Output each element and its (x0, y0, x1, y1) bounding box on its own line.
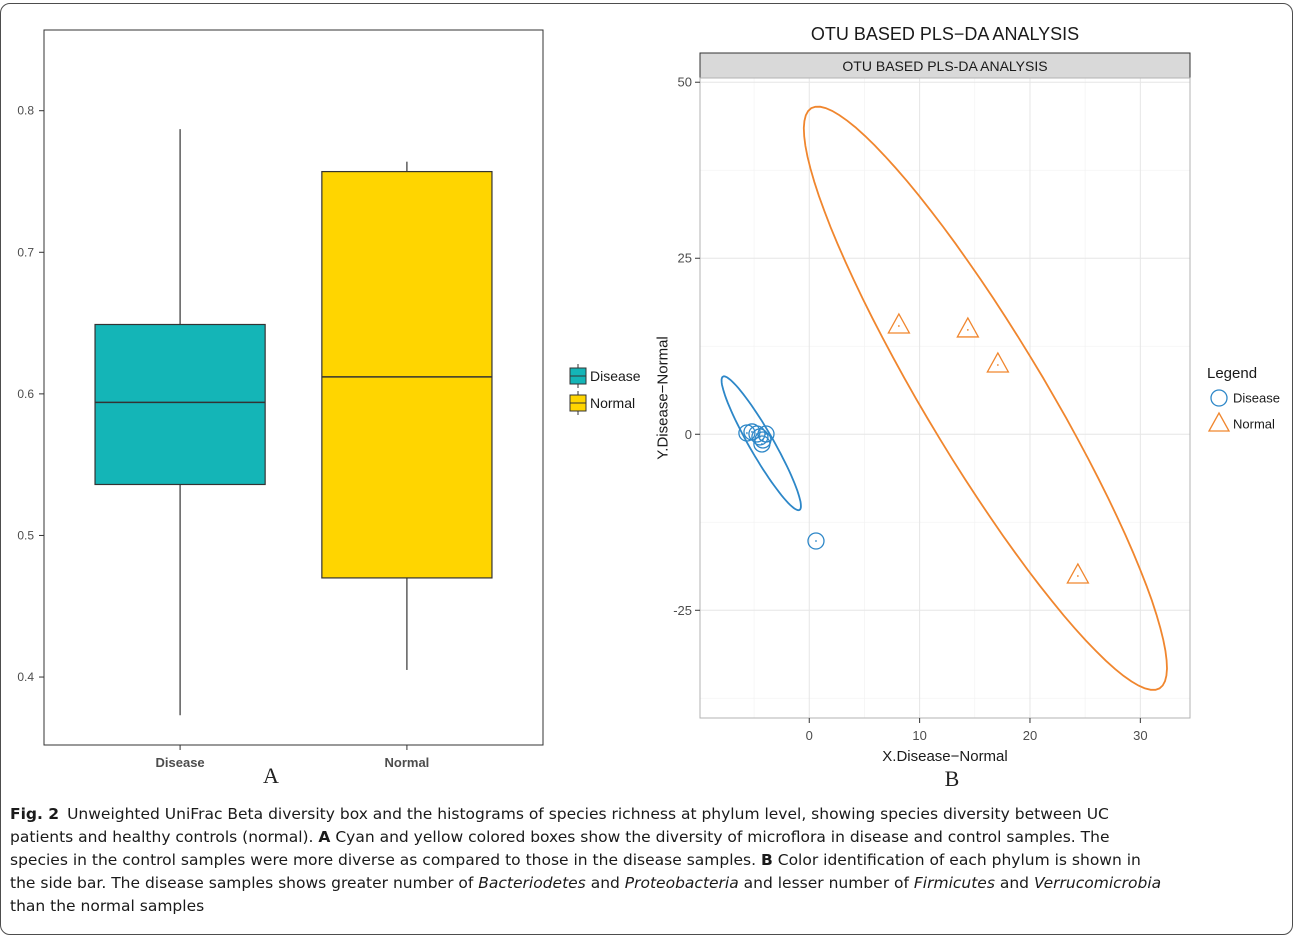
x-tick-label: Disease (156, 755, 205, 770)
legend-key-circle (1210, 389, 1228, 407)
chart-title: OTU BASED PLS−DA ANALYSIS (811, 24, 1079, 44)
data-point-center (761, 443, 763, 445)
y-axis-title: Y.Disease−Normal (655, 336, 672, 460)
data-point-center (996, 364, 999, 366)
caption-text: and (994, 874, 1034, 892)
data-point-center (751, 431, 753, 433)
data-point-center (762, 439, 764, 441)
y-tick-label: 25 (678, 251, 692, 266)
legend-b: Disease Normal (1207, 389, 1280, 432)
data-point-triangle (986, 351, 1010, 373)
legend-entry: Disease (1210, 389, 1280, 407)
caption-text: Color identification of each phylum is s… (772, 851, 1141, 869)
data-point-normal (1066, 562, 1090, 584)
data-point-center (897, 325, 900, 327)
figure-number-label: Fig. 2 (10, 805, 60, 823)
caption-line: patients and healthy controls (normal). … (10, 826, 1161, 849)
legend-entry: Normal (1207, 411, 1275, 432)
panel-a-boxplot: 0.4 0.5 0.6 0.7 0.8 Disease Normal Disease Norm… (17, 29, 641, 788)
data-point-triangle (887, 312, 911, 334)
legend-label: Disease (1233, 391, 1280, 406)
panel-b-scatter: OTU BASED PLS−DA ANALYSIS OTU BASED PLS-… (655, 24, 1280, 791)
y-tick-label: 50 (678, 75, 692, 90)
data-point-circle (757, 425, 775, 443)
caption-taxon-name: Firmicutes (913, 874, 995, 892)
grid-lines (700, 78, 1190, 718)
caption-text: and lesser number of (738, 874, 914, 892)
data-point-circle (753, 435, 771, 453)
data-point-center (746, 432, 748, 434)
data-point-disease (753, 435, 771, 453)
x-tick-label: 0 (806, 728, 813, 743)
y-tick-label: 0.6 (17, 387, 34, 401)
caption-line: Fig. 2 Unweighted UniFrac Beta diversity … (10, 803, 1161, 826)
caption-panel-ref: B (761, 851, 773, 869)
caption-taxon-name: Proteobacteria (624, 874, 739, 892)
caption-taxon-name: Verrucomicrobia (1033, 874, 1162, 892)
legend-entry: Normal (569, 391, 635, 415)
data-point-circle (807, 532, 825, 550)
y-tick-label: -25 (673, 603, 692, 618)
caption-taxon-name: Bacteriodetes (478, 874, 586, 892)
x-axis-title: X.Disease−Normal (882, 748, 1007, 765)
facet-strip-label: OTU BASED PLS-DA ANALYSIS (842, 58, 1047, 74)
panel-label-a: A (263, 763, 279, 788)
box-iqr (321, 170, 493, 579)
box-normal (321, 161, 493, 670)
y-tick-label: 0 (685, 427, 692, 442)
data-point-center (815, 540, 817, 542)
legend-title: Legend (1207, 365, 1257, 382)
data-point-center (1076, 575, 1079, 577)
confidence-ellipse-disease (720, 375, 802, 512)
legend-label: Normal (590, 395, 635, 411)
data-point-triangle (956, 316, 980, 338)
y-tick-label: 0.5 (17, 528, 34, 542)
y-tick-label: 0.7 (17, 245, 34, 259)
legend-label: Disease (590, 368, 641, 384)
box-iqr (94, 323, 266, 486)
legend-key-triangle (1207, 411, 1231, 432)
y-tick-label: 0.4 (17, 670, 34, 684)
plot-border-b (699, 77, 1191, 719)
caption-line: species in the control samples were more… (10, 849, 1161, 872)
caption-line: than the normal samples (10, 895, 1161, 918)
boxplot-marks: 0.4 0.5 0.6 0.7 0.8 Disease Normal (17, 104, 493, 770)
x-tick-label: Normal (385, 755, 430, 770)
caption-text: species in the control samples were more… (10, 851, 761, 869)
legend-entry: Disease (569, 364, 641, 388)
caption-text: Cyan and yellow colored boxes show the d… (330, 828, 1110, 846)
box-disease (94, 129, 266, 716)
panel-label-b: B (945, 766, 960, 791)
caption-text: than the normal samples (10, 897, 205, 915)
data-point-normal (986, 351, 1010, 373)
caption-text: the side bar. The disease samples shows … (10, 874, 479, 892)
data-point-normal (956, 316, 980, 338)
data-point-disease (757, 425, 775, 443)
caption-panel-ref: A (318, 828, 331, 846)
data-point-normal (887, 312, 911, 334)
x-tick-label: 20 (1023, 728, 1037, 743)
figure-caption: Fig. 2 Unweighted UniFrac Beta diversity … (10, 803, 1161, 918)
caption-text: patients and healthy controls (normal). (10, 828, 319, 846)
data-point-circle (748, 425, 766, 443)
data-point-disease (807, 532, 825, 550)
x-tick-label: 10 (912, 728, 926, 743)
legend-a: Disease Normal (569, 364, 641, 415)
plot-area-b (700, 78, 1190, 718)
data-point-center (966, 329, 969, 331)
caption-text: Unweighted UniFrac Beta diversity box an… (67, 805, 1109, 823)
figure-charts: 0.4 0.5 0.6 0.7 0.8 Disease Normal Disease Norm… (17, 24, 1280, 791)
facet-strip (699, 52, 1191, 79)
scatter-marks (720, 105, 1168, 691)
caption-line: the side bar. The disease samples shows … (10, 872, 1161, 895)
legend-label: Normal (1233, 417, 1275, 432)
caption-text: and (585, 874, 625, 892)
data-point-triangle (1066, 562, 1090, 584)
axes-b: 0 10 20 30 -25 0 25 50 (673, 75, 1147, 743)
data-point-center (765, 433, 767, 435)
y-tick-label: 0.8 (17, 104, 34, 118)
x-tick-label: 30 (1133, 728, 1147, 743)
confidence-ellipse-normal (802, 105, 1168, 691)
